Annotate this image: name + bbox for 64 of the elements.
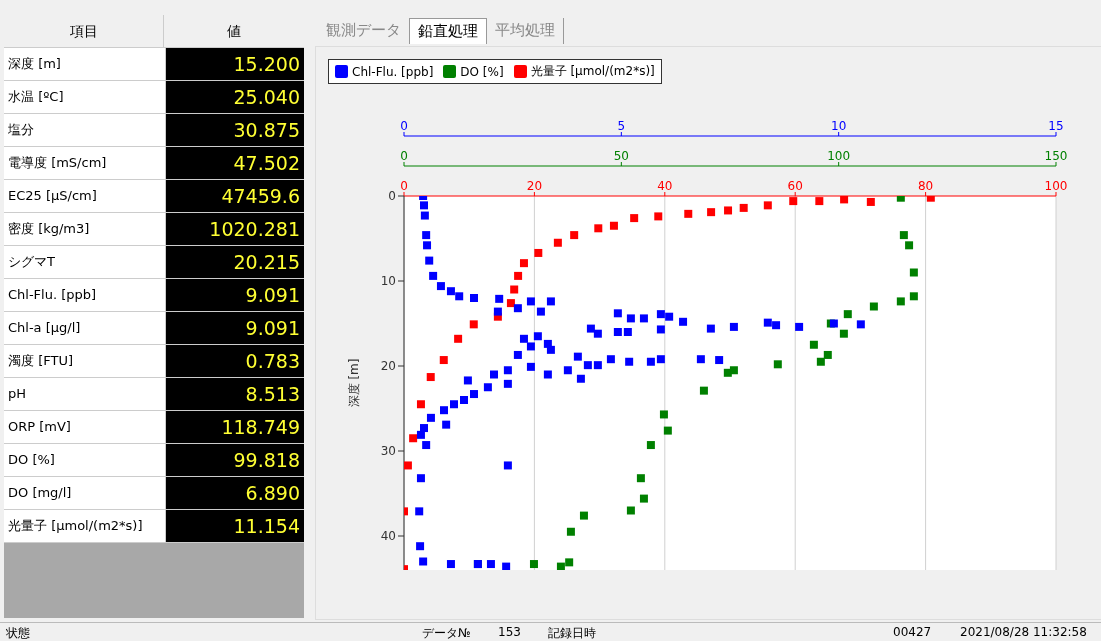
text: 鉛直処理 [410,18,487,44]
category-label: 電導度 [mS/cm] [4,147,166,179]
text: 47.502 [233,152,300,174]
category-label: Chl-a [μg/l] [4,312,166,344]
category-label: DO [%] [4,444,166,476]
category-label: ORP [mV] [4,411,166,443]
x-tick-label: 0 [400,119,408,133]
text: 20.215 [233,251,300,273]
x-tick-label: 5 [617,119,626,133]
x-tick-label: 10 [831,119,847,133]
x-tick-label: 15 [1048,119,1064,133]
text: 状態 [6,625,30,641]
text: 00427 [893,625,932,639]
x2-tick-label: 150 [1044,149,1068,163]
y-tick-label: 10 [380,274,396,289]
text: 118.749 [221,416,300,438]
category-label: pH [4,378,166,410]
text: 9.091 [245,284,300,306]
text: 観測データ [318,18,410,44]
text: 47459.6 [221,185,300,207]
category-label: Chl-Flu. [ppb] [4,279,166,311]
x-tick-label: 60 [787,179,803,193]
text: 99.818 [233,449,300,471]
text: 8.513 [245,383,300,405]
legend-label: DO [%] [459,63,504,80]
text: 2021/08/28 11:32:58 [960,625,1087,639]
text: 平均処理 [487,18,564,44]
category-label: 水温 [ºC] [4,81,166,113]
x2-tick-label: 0 [400,149,408,163]
x-tick-label: 80 [917,179,934,193]
text: 値 [226,22,243,41]
y-tick-label: 20 [380,359,396,374]
text: 1020.281 [209,218,300,240]
x-tick-label: 40 [657,179,673,193]
text: データ№ [422,625,471,641]
text: 30.875 [233,119,300,141]
category-label: 濁度 [FTU] [4,345,166,377]
text: 25.040 [233,86,300,108]
category-label: DO [mg/l] [4,477,166,509]
x-tick-label: 20 [526,179,543,193]
text: 9.091 [245,317,300,339]
category-label: 塩分 [4,114,166,146]
text: 153 [498,625,521,639]
x2-tick-label: 100 [827,149,851,163]
x2-tick-label: 50 [613,149,629,163]
category-label: EC25 [μS/cm] [4,180,166,212]
text: 記録日時 [548,625,596,641]
category-label: 深度 [m] [4,48,166,80]
x-tick-label: 100 [1044,179,1068,193]
y-tick-label: 40 [380,529,396,544]
category-label: シグマT [4,246,166,278]
legend-label: Chl-Flu. [ppb] [351,63,434,80]
text: 11.154 [233,515,300,537]
y-tick-label: 30 [380,444,396,459]
text: 15.200 [233,53,300,75]
text: 項目 [4,15,165,47]
y-axis-title: 深度 [m] [347,358,362,408]
x-tick-label: 0 [400,179,408,193]
text: 0.783 [245,350,300,372]
category-label: 密度 [kg/m3] [4,213,166,245]
text: 6.890 [245,482,300,504]
legend-label: 光量子 [μmol/(m2*s)] [529,63,655,80]
y-tick-label: 0 [388,189,396,204]
category-label: 光量子 [μmol/(m2*s)] [4,510,166,542]
